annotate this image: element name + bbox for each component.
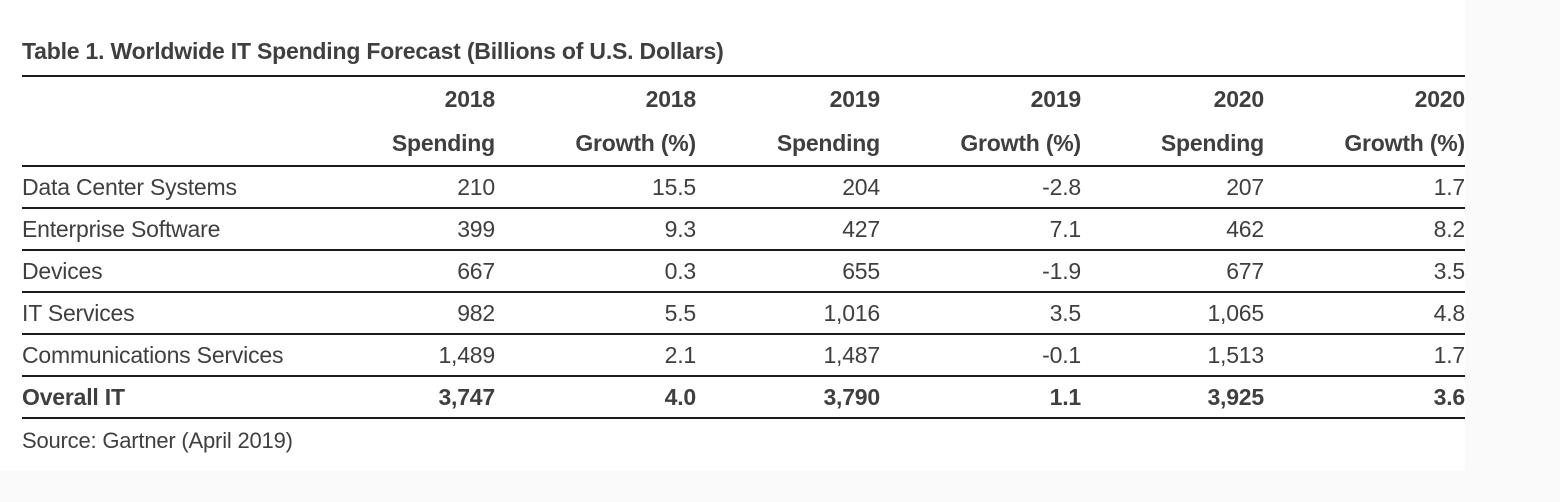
- it-spending-forecast-table: 2018 Spending 2018 Growth (%) 2019 Spend…: [22, 75, 1465, 419]
- cell: 677: [1081, 250, 1264, 293]
- cell: 462: [1081, 208, 1264, 251]
- cell: 4.8: [1264, 292, 1465, 335]
- header-cell-2019-spending: 2019 Spending: [696, 76, 881, 167]
- header-cell-2020-growth: 2020 Growth (%): [1264, 76, 1466, 167]
- cell: 4.0: [495, 376, 696, 419]
- cell: 1.1: [880, 376, 1081, 419]
- header-cell-2020-spending: 2020 Spending: [1081, 76, 1265, 167]
- table-row-it-services: IT Services 982 5.5 1,016 3.5 1,065 4.8: [22, 292, 1465, 335]
- cell: 982: [312, 292, 495, 335]
- cell: 3,925: [1081, 376, 1264, 419]
- header-cell-2018-growth: 2018 Growth (%): [495, 76, 697, 167]
- row-label: Communications Services: [22, 334, 312, 377]
- header-year: 2019: [1030, 86, 1082, 112]
- table-title: Table 1. Worldwide IT Spending Forecast …: [22, 38, 724, 64]
- cell: 1.7: [1264, 166, 1465, 209]
- table-card: Table 1. Worldwide IT Spending Forecast …: [22, 38, 1466, 453]
- cell: 3,790: [696, 376, 880, 419]
- table-row-devices: Devices 667 0.3 655 -1.9 677 3.5: [22, 250, 1465, 293]
- cell: 1,489: [312, 334, 495, 377]
- header-year: 2018: [645, 86, 697, 112]
- cell: 3.5: [1264, 250, 1465, 293]
- cell: 0.3: [495, 250, 696, 293]
- cell: 204: [696, 166, 880, 209]
- cell: 3.5: [880, 292, 1081, 335]
- cell: 667: [312, 250, 495, 293]
- cell: 8.2: [1264, 208, 1465, 251]
- cell: 427: [696, 208, 880, 251]
- cell: 3.6: [1264, 376, 1465, 419]
- row-label: Devices: [22, 250, 312, 293]
- header-measure: Spending: [776, 130, 880, 156]
- cell: 9.3: [495, 208, 696, 251]
- cell: -1.9: [880, 250, 1081, 293]
- row-label: Enterprise Software: [22, 208, 312, 251]
- cell: 207: [1081, 166, 1264, 209]
- source-note: Source: Gartner (April 2019): [22, 428, 293, 453]
- cell: 7.1: [880, 208, 1081, 251]
- table-row-data-center-systems: Data Center Systems 210 15.5 204 -2.8 20…: [22, 166, 1465, 209]
- header-measure: Growth (%): [1344, 130, 1465, 156]
- cell: 1,513: [1081, 334, 1264, 377]
- header-measure: Growth (%): [960, 130, 1081, 156]
- cell: 15.5: [495, 166, 696, 209]
- header-measure: Spending: [391, 130, 495, 156]
- cell: 655: [696, 250, 880, 293]
- header-measure: Spending: [1160, 130, 1264, 156]
- cell: 5.5: [495, 292, 696, 335]
- header-cell-2018-spending: 2018 Spending: [312, 76, 496, 167]
- cell: 1,065: [1081, 292, 1264, 335]
- cell: -2.8: [880, 166, 1081, 209]
- cell: 1,016: [696, 292, 880, 335]
- row-label: IT Services: [22, 292, 312, 335]
- table-row-enterprise-software: Enterprise Software 399 9.3 427 7.1 462 …: [22, 208, 1465, 251]
- header-cell-2019-growth: 2019 Growth (%): [880, 76, 1082, 167]
- row-label: Overall IT: [22, 376, 312, 419]
- header-year: 2019: [829, 86, 881, 112]
- cell: 1,487: [696, 334, 880, 377]
- header-year: 2018: [444, 86, 496, 112]
- header-row: 2018 Spending 2018 Growth (%) 2019 Spend…: [22, 76, 1466, 167]
- cell: 3,747: [312, 376, 495, 419]
- header-year: 2020: [1213, 86, 1265, 112]
- table-row-communications-services: Communications Services 1,489 2.1 1,487 …: [22, 334, 1465, 377]
- header-cell-empty: [22, 76, 312, 167]
- header-measure: Growth (%): [575, 130, 696, 156]
- row-label: Data Center Systems: [22, 166, 312, 209]
- cell: 1.7: [1264, 334, 1465, 377]
- table-row-overall-it-total: Overall IT 3,747 4.0 3,790 1.1 3,925 3.6: [22, 376, 1465, 419]
- cell: 399: [312, 208, 495, 251]
- cell: 210: [312, 166, 495, 209]
- header-year: 2020: [1414, 86, 1466, 112]
- cell: 2.1: [495, 334, 696, 377]
- cell: -0.1: [880, 334, 1081, 377]
